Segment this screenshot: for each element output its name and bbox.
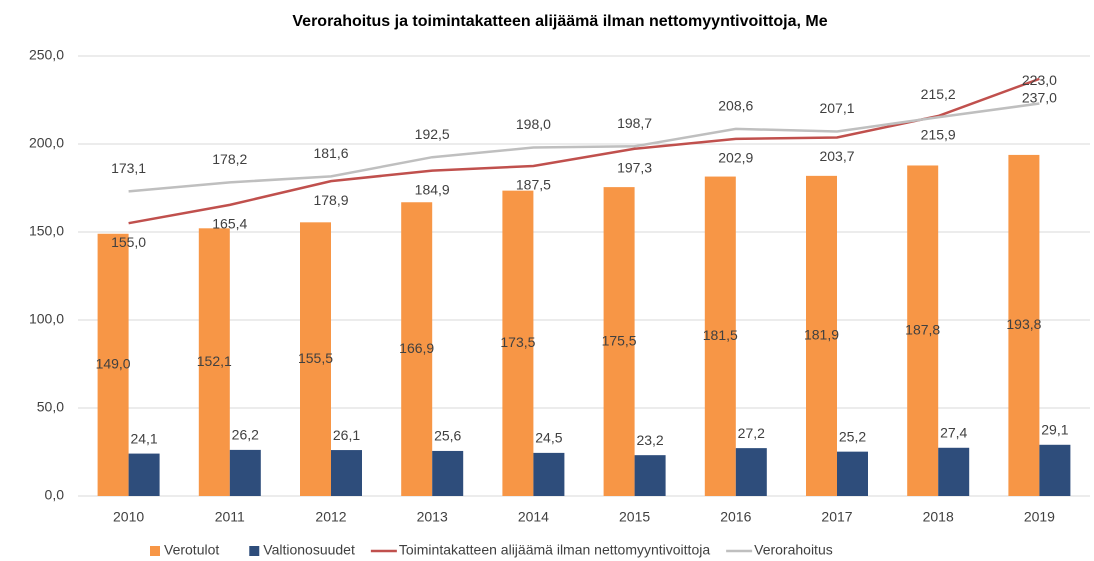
legend-label: Toimintakatteen alijäämä ilman nettomyyn… [399, 542, 710, 558]
data-label: 155,0 [111, 234, 146, 250]
data-label: 198,7 [617, 115, 652, 131]
bar [502, 190, 534, 496]
bar [1008, 154, 1040, 497]
x-tick-label: 2019 [1024, 509, 1055, 525]
x-tick-label: 2014 [518, 509, 549, 525]
data-label: 237,0 [1022, 90, 1057, 106]
bar [97, 233, 129, 496]
data-label: 149,0 [96, 356, 131, 372]
bar [806, 175, 837, 496]
data-label: 181,6 [313, 145, 348, 161]
bar [1039, 444, 1071, 496]
data-label: 197,3 [617, 159, 652, 175]
data-label: 29,1 [1041, 421, 1068, 437]
x-tick-label: 2011 [215, 509, 245, 525]
bar [938, 447, 970, 496]
x-tick-label: 2015 [619, 509, 650, 525]
data-label: 208,6 [718, 98, 753, 114]
data-label: 202,9 [718, 150, 753, 166]
bar [229, 449, 261, 496]
bar [735, 448, 767, 496]
x-tick-label: 2017 [821, 509, 852, 525]
data-label: 25,2 [839, 428, 866, 444]
data-label: 184,9 [415, 181, 450, 197]
bar [907, 165, 939, 497]
data-label: 223,0 [1022, 72, 1057, 88]
legend-swatch [249, 546, 260, 556]
legend-swatch [150, 546, 160, 556]
data-label: 23,2 [636, 432, 663, 448]
y-tick-label: 200,0 [29, 135, 64, 151]
y-tick-label: 150,0 [29, 223, 64, 239]
data-label: 207,1 [819, 100, 854, 116]
data-label: 27,2 [738, 425, 765, 441]
data-label: 173,5 [500, 334, 535, 350]
data-label: 181,5 [703, 327, 738, 343]
data-label: 215,9 [921, 127, 956, 143]
bar [128, 453, 160, 496]
data-label: 152,1 [197, 353, 232, 369]
data-label: 173,1 [111, 160, 146, 176]
bar [603, 187, 635, 496]
bar [401, 202, 433, 497]
bar [704, 176, 736, 496]
data-label: 27,4 [940, 424, 967, 440]
data-label: 203,7 [819, 148, 854, 164]
legend-label: Verotulot [164, 542, 219, 558]
x-tick-label: 2018 [923, 509, 954, 525]
legend-label: Valtionosuudet [263, 542, 355, 558]
data-label: 187,5 [516, 177, 551, 193]
data-label: 175,5 [602, 332, 637, 348]
y-tick-label: 0,0 [45, 487, 65, 503]
y-tick-label: 100,0 [29, 311, 64, 327]
x-tick-label: 2010 [113, 509, 144, 525]
x-tick-label: 2012 [315, 509, 346, 525]
data-label: 155,5 [298, 350, 333, 366]
bar [533, 452, 565, 496]
data-label: 192,5 [415, 126, 450, 142]
data-label: 178,2 [212, 151, 247, 167]
x-tick-label: 2013 [417, 509, 448, 525]
chart-title: Verorahoitus ja toimintakatteen alijäämä… [292, 13, 827, 30]
data-label: 198,0 [516, 116, 551, 132]
bar [837, 451, 868, 496]
data-label: 187,8 [905, 321, 940, 337]
line [128, 102, 1040, 193]
line [128, 77, 1040, 225]
data-label: 26,1 [333, 427, 360, 443]
bar [300, 222, 331, 496]
data-label: 26,2 [232, 427, 259, 443]
data-label: 181,9 [804, 327, 839, 343]
legend-label: Verorahoitus [754, 542, 833, 558]
y-tick-label: 250,0 [29, 47, 64, 63]
data-label: 215,2 [921, 86, 956, 102]
x-tick-label: 2016 [720, 509, 751, 525]
data-label: 24,1 [130, 430, 157, 446]
data-label: 166,9 [399, 340, 434, 356]
y-tick-label: 50,0 [37, 399, 64, 415]
data-label: 24,5 [535, 430, 562, 446]
data-label: 165,4 [212, 216, 247, 232]
data-label: 193,8 [1006, 316, 1041, 332]
bar [432, 450, 464, 496]
bar [331, 450, 362, 496]
data-label: 178,9 [313, 192, 348, 208]
bar [634, 455, 666, 496]
bar [198, 228, 230, 496]
data-label: 25,6 [434, 428, 461, 444]
